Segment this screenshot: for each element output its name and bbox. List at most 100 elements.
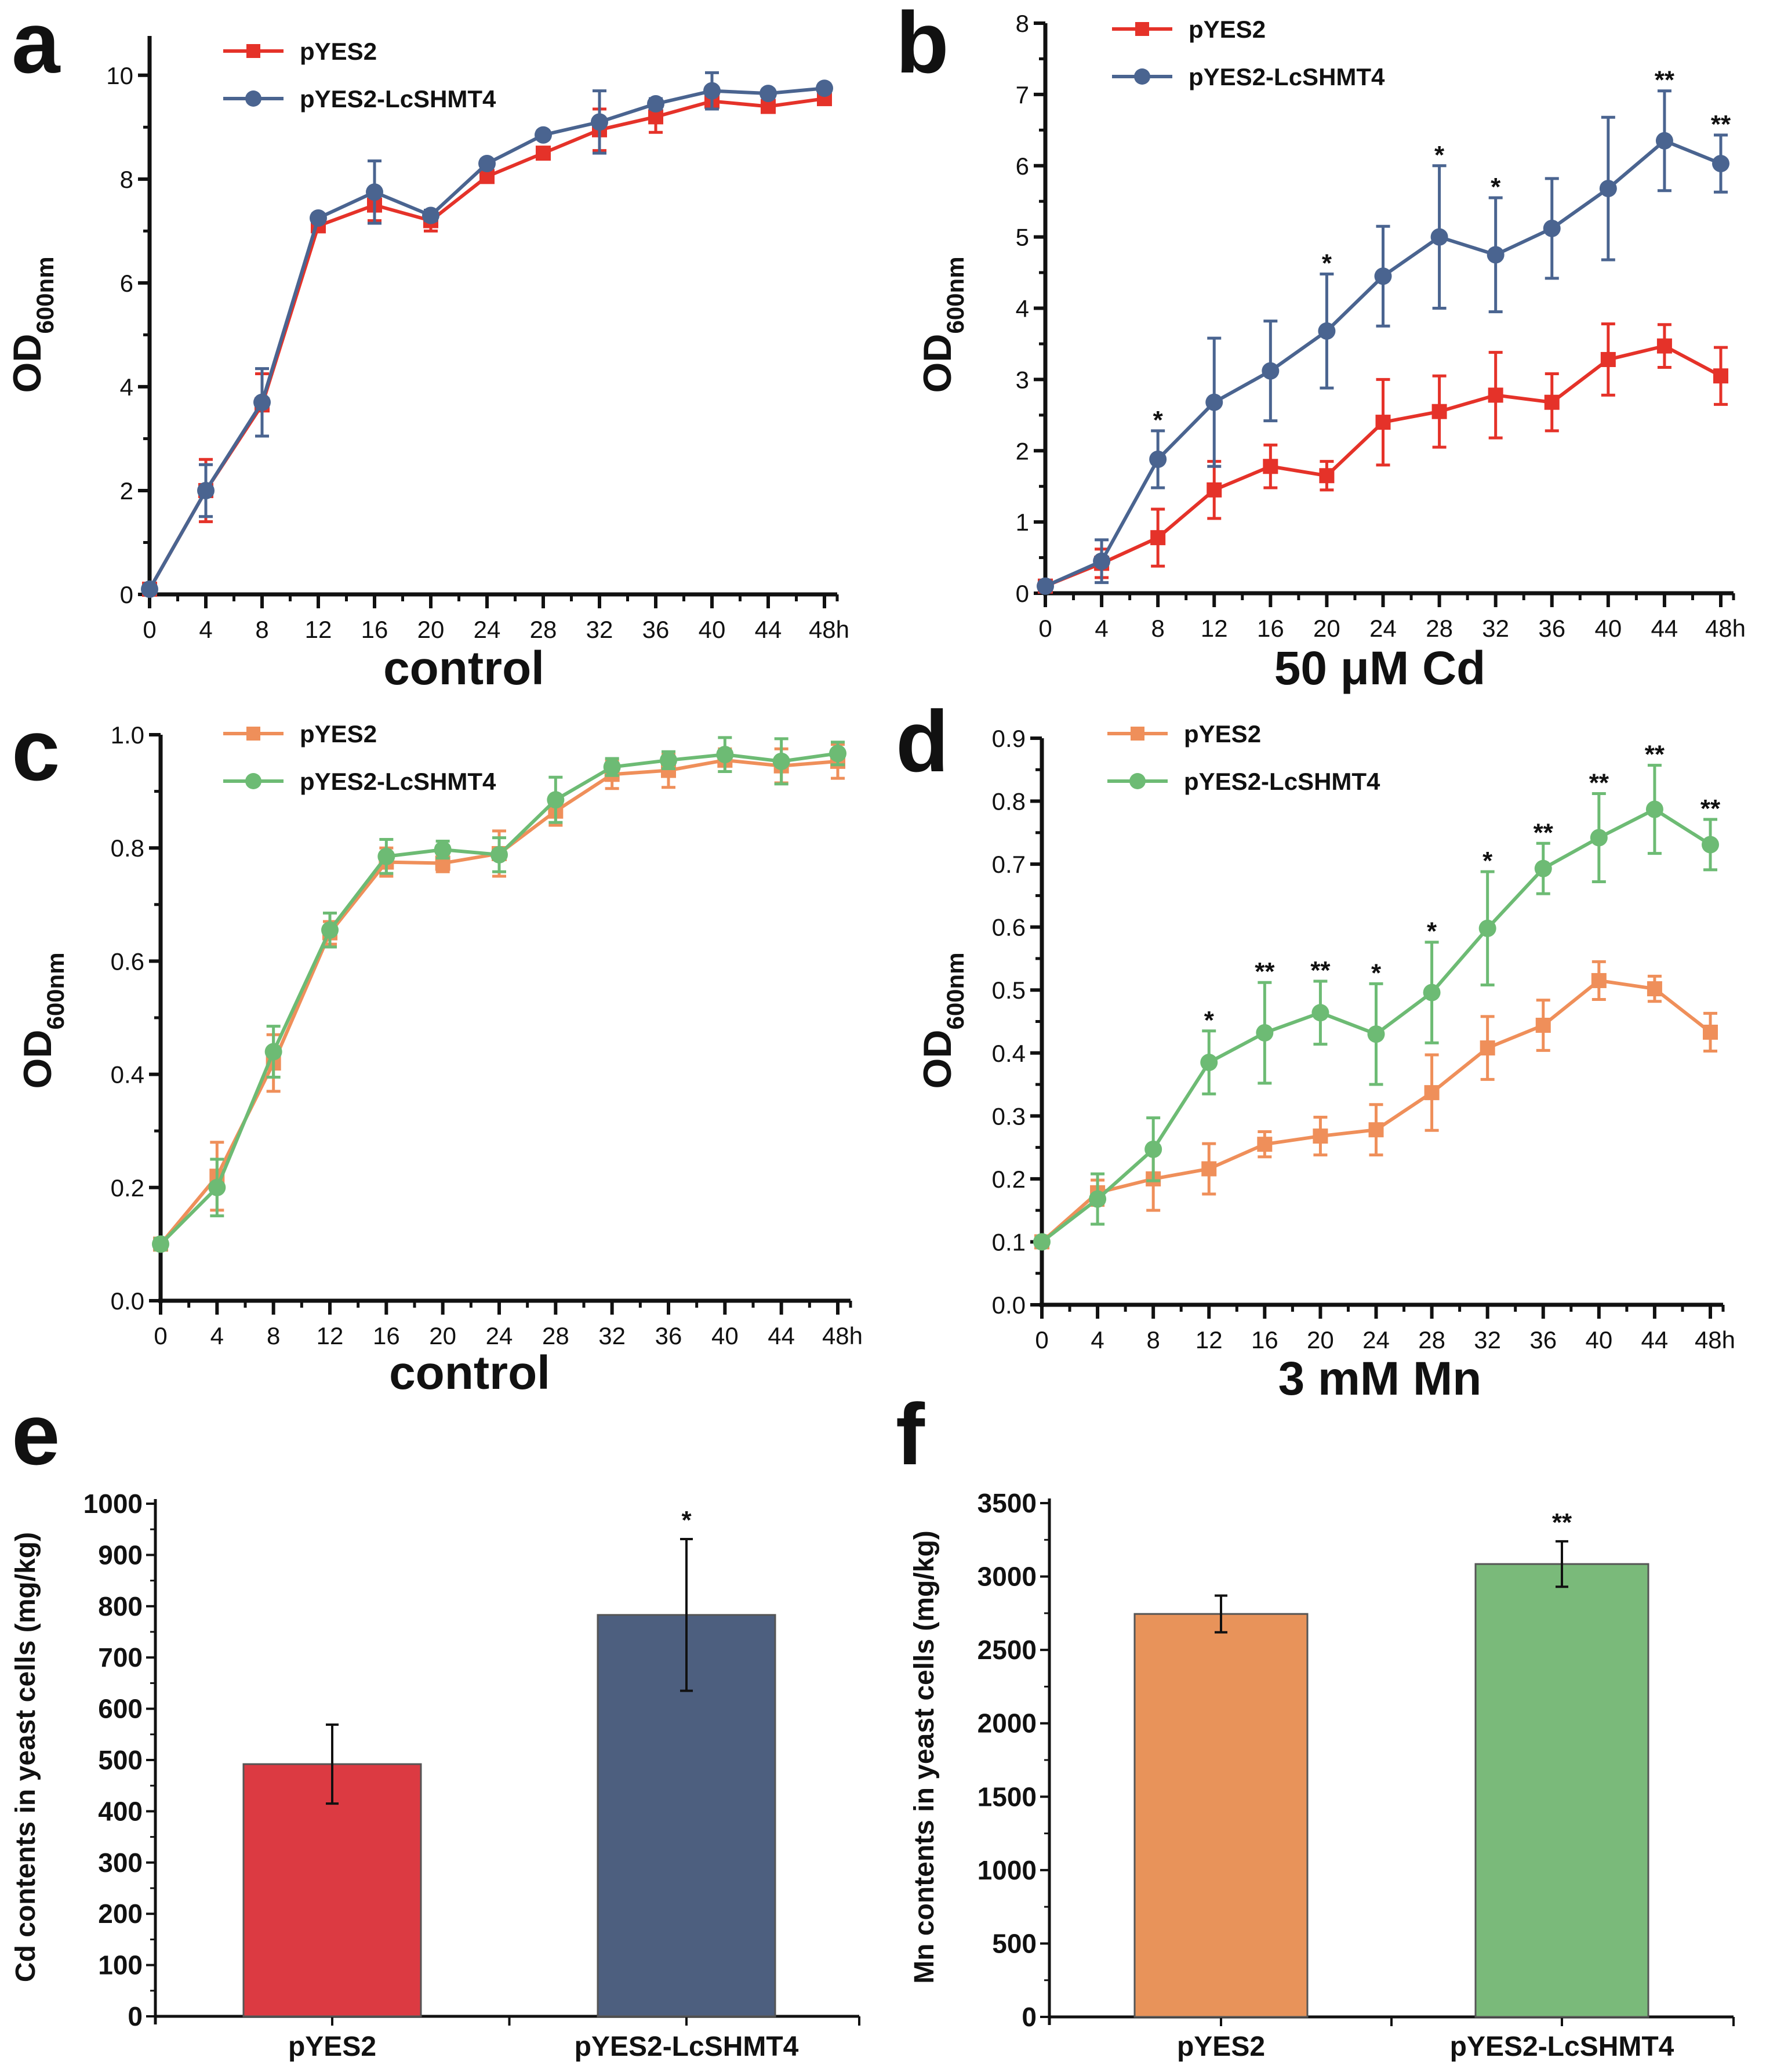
data-point [1590, 829, 1608, 847]
x-tick-label: 16 [373, 1322, 400, 1349]
x-tick-label: 40 [1594, 615, 1622, 642]
data-point [152, 1235, 169, 1253]
series-pyes2 [1038, 322, 1728, 594]
data-point [603, 758, 621, 776]
x-tick-label: 12 [1201, 615, 1228, 642]
data-point [660, 751, 677, 769]
y-tick-label: 2 [1016, 437, 1029, 465]
x-tick-label: 20 [1313, 615, 1340, 642]
x-tick-label: 44 [1641, 1326, 1669, 1353]
data-point [772, 752, 790, 770]
x-tick-label: 12 [317, 1322, 344, 1349]
significance-marker: * [1322, 249, 1332, 278]
y-axis-label: OD600nm [915, 256, 969, 393]
y-tick-label: 2 [120, 477, 133, 505]
y-axis-label-main: OD [5, 334, 49, 393]
panel-c: c 0.0 0.2 0.4 0.6 0.8 1.0 0 4 8 12 16 20 24 28 32 36 40 44… [12, 701, 863, 1399]
data-point [1591, 973, 1607, 988]
y-axis-label-main: OD [915, 1030, 960, 1089]
data-point [647, 95, 664, 113]
x-tick-label: 8 [255, 616, 268, 643]
data-point [536, 146, 551, 161]
series-pyes2-lcshmt4 [152, 736, 846, 1253]
y-tick-label: 1500 [978, 1781, 1037, 1812]
significance-marker: ** [1700, 794, 1721, 823]
x-tick-label: 36 [1538, 615, 1565, 642]
panel-letter: b [896, 0, 949, 91]
x-tick-label: 0 [1038, 615, 1052, 642]
series-pyes2 [1034, 960, 1718, 1250]
y-tick-label: 8 [1016, 10, 1029, 37]
series-pyes2 [153, 743, 845, 1252]
y-tick-label: 500 [992, 1928, 1037, 1958]
x-tick-label: 44 [1651, 615, 1678, 642]
panel-d: d 0.0 0.1 0.2 0.3 0.4 0.5 0.6 0.7 0.8 0.9 0 4 8 12 16 20… [896, 692, 1735, 1405]
y-axis-label: OD600nm [915, 952, 969, 1088]
data-point [1535, 1018, 1551, 1033]
x-tick-label: 36 [1529, 1326, 1557, 1353]
data-point [1599, 180, 1617, 198]
data-point [1713, 368, 1728, 384]
data-point [1200, 1054, 1218, 1072]
series-pyes2-lcshmt4 [1037, 89, 1729, 595]
y-tick-label: 0.5 [992, 977, 1026, 1004]
x-tick-label: 28 [530, 616, 557, 643]
legend-label: pYES2-LcSHMT4 [300, 85, 496, 113]
data-point [1480, 1040, 1495, 1056]
x-tick-label: 24 [486, 1322, 513, 1349]
data-point [310, 209, 327, 227]
legend-marker [1131, 727, 1144, 741]
x-tick-label: 20 [1307, 1326, 1334, 1353]
y-tick-label: 0.4 [111, 1061, 144, 1088]
y-tick-label: 2500 [978, 1635, 1037, 1665]
data-point [1647, 981, 1662, 997]
y-tick-label: 0.3 [992, 1102, 1026, 1130]
data-point [829, 745, 846, 763]
significance-marker: ** [1534, 818, 1554, 847]
x-tick-label: 12 [1195, 1326, 1223, 1353]
x-tick-label: 24 [1369, 615, 1397, 642]
panel-letter: a [12, 0, 61, 91]
data-point [547, 791, 565, 809]
y-tick-label: 1000 [978, 1855, 1037, 1885]
x-tick-label: 8 [267, 1322, 280, 1349]
y-tick-label: 0 [128, 2001, 143, 2031]
significance-marker: * [1482, 847, 1493, 875]
data-point [1487, 246, 1505, 264]
data-point [1263, 459, 1278, 474]
y-axis-label-sub: 600nm [942, 952, 969, 1029]
significance-marker: * [1427, 917, 1437, 946]
data-point [1712, 155, 1729, 173]
y-axis-label: OD600nm [5, 256, 59, 393]
data-point [1702, 836, 1719, 854]
x-tick-label: 48h [809, 616, 849, 643]
y-tick-label: 4 [120, 373, 133, 401]
x-tick-label: 8 [1146, 1326, 1160, 1353]
significance-marker: * [1491, 173, 1501, 201]
y-tick-label: 1000 [83, 1489, 143, 1519]
x-tick-label: 16 [1257, 615, 1284, 642]
data-point [1543, 219, 1561, 237]
legend-label: pYES2 [1184, 720, 1261, 747]
data-point [141, 580, 158, 598]
significance-marker: ** [1645, 741, 1665, 769]
data-point [1037, 577, 1054, 595]
bar [242, 1763, 422, 2017]
y-tick-label: 3 [1016, 366, 1029, 393]
significance-marker: ** [1711, 110, 1731, 139]
data-point [1656, 338, 1672, 354]
y-axis-label: Cd contents in yeast cells (mg/kg) [10, 1532, 41, 1982]
data-point [1089, 1190, 1107, 1208]
y-tick-label: 1.0 [111, 721, 144, 749]
category-label: pYES2-LcSHMT4 [1450, 2031, 1674, 2062]
bar [1474, 1563, 1649, 2018]
significance-marker: ** [1255, 957, 1275, 986]
y-tick-label: 400 [98, 1796, 143, 1826]
data-point [1319, 468, 1335, 484]
data-point [760, 85, 777, 103]
legend-label: pYES2 [300, 38, 377, 65]
x-tick-label: 36 [655, 1322, 682, 1349]
y-axis-label-main: OD [16, 1030, 60, 1089]
significance-marker: * [1371, 959, 1382, 987]
